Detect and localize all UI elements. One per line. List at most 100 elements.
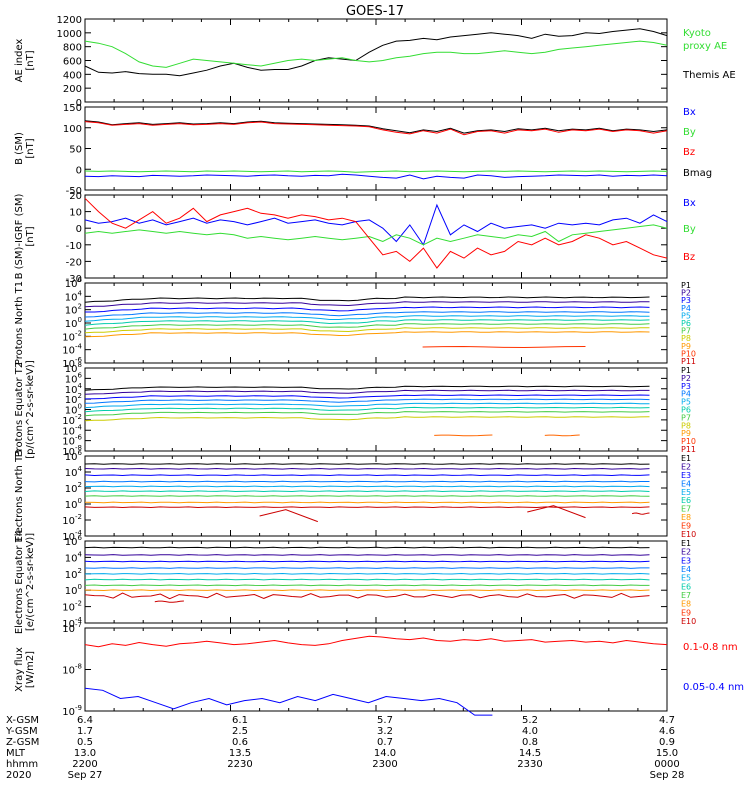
- panel-2: 150 100 50 0 -50 B (SM) [nT] Bx By Bz Bmag: [14, 103, 712, 197]
- series-e7: [84, 584, 650, 587]
- orbit-value: 6.4: [77, 715, 93, 726]
- y-tick-label: 104: [65, 465, 83, 479]
- y-tick-label: 10: [69, 208, 82, 219]
- legend-entry: P1: [681, 366, 691, 375]
- y-tick-exponent: -4: [75, 423, 83, 431]
- legend-entry: E6: [681, 582, 691, 591]
- series-e1: [84, 546, 650, 549]
- orbit-table: X-GSMY-GSMZ-GSMMLThhmm20206.41.70.513.02…: [5, 715, 684, 781]
- y-tick-label: -10: [66, 241, 82, 252]
- series-by: [84, 170, 668, 173]
- legend-entry: E7: [681, 591, 691, 600]
- y-tick-label: 102: [65, 303, 82, 317]
- y-tick-exponent: 0: [78, 316, 82, 324]
- series-p5: [84, 402, 650, 409]
- series-kyoto-proxy-ae: [84, 40, 668, 68]
- orbit-value: 0000: [654, 759, 679, 770]
- orbit-value: 2300: [372, 759, 397, 770]
- y-tick-label: 150: [63, 103, 82, 114]
- series-bmag: [84, 120, 668, 134]
- legend-entry: Bz: [683, 252, 695, 263]
- legend-entry: P9: [681, 342, 691, 351]
- orbit-value: 14.5: [519, 748, 541, 759]
- y-tick-label: 100: [63, 124, 82, 135]
- legend-entry: Kyoto: [683, 28, 711, 39]
- legend-entry: P11: [681, 357, 696, 366]
- y-tick-exponent: 6: [78, 371, 83, 379]
- series-e1: [84, 463, 650, 465]
- series-0-05-0-4-nm: [84, 687, 493, 716]
- series-bz: [84, 197, 668, 269]
- y-tick-label: 800: [63, 43, 82, 54]
- y-tick-label: 10-2: [62, 600, 82, 614]
- legend-entry: P2: [681, 289, 691, 298]
- orbit-value: Sep 27: [68, 770, 103, 781]
- y-axis-label: B (SM): [14, 132, 25, 165]
- y-tick-label: -30: [66, 274, 82, 285]
- series-0-1-0-8-nm: [84, 635, 668, 648]
- y-tick-label: 100: [65, 497, 82, 511]
- legend-entry: 0.05-0.4 nm: [683, 682, 744, 693]
- y-axis-label: [p/(cm^2-s-sr-keV)]: [25, 360, 36, 459]
- legend-entry: E3: [681, 471, 691, 480]
- series-e8: [84, 589, 650, 592]
- y-tick-label: 1200: [57, 15, 82, 26]
- series-e5: [84, 572, 650, 575]
- y-tick-label: -50: [66, 186, 82, 197]
- legend-entry: E8: [681, 600, 691, 609]
- series-p8: [84, 416, 650, 422]
- legend-entry: P2: [681, 374, 691, 383]
- series-e3: [84, 560, 650, 563]
- series-e4: [84, 567, 650, 569]
- plot-title: GOES-17: [346, 4, 404, 19]
- orbit-value: 13.5: [229, 748, 251, 759]
- legend-entry: E5: [681, 488, 691, 497]
- legend-entry: P8: [681, 334, 691, 343]
- series-p10: [422, 345, 586, 349]
- legend-entry: 0.1-0.8 nm: [683, 642, 738, 653]
- y-tick-label: 200: [63, 84, 82, 95]
- series-e2: [84, 554, 650, 556]
- series-p1: [84, 296, 650, 303]
- orbit-value: 0.7: [377, 737, 393, 748]
- orbit-value: 14.0: [374, 748, 396, 759]
- legend-entry: P7: [681, 327, 691, 336]
- legend-entry: E5: [681, 574, 691, 583]
- orbit-row-label: MLT: [6, 748, 26, 759]
- y-axis-label: [nT]: [25, 138, 36, 158]
- legend-entry: P4: [681, 304, 691, 313]
- orbit-value: 4.0: [522, 726, 538, 737]
- y-tick-label: 20: [69, 191, 82, 202]
- series-themis-ae: [84, 28, 668, 77]
- series-bx: [84, 203, 668, 246]
- orbit-row-label: X-GSM: [6, 715, 39, 726]
- orbit-value: Sep 28: [650, 770, 685, 781]
- y-axis-label: [nT]: [25, 50, 36, 70]
- y-tick-label: 50: [69, 145, 82, 156]
- y-axis-label: [e/(cm^2-s-sr-keV)]: [25, 533, 36, 631]
- y-tick-label: 600: [63, 57, 82, 68]
- legend-entry: P10: [681, 349, 696, 358]
- y-tick-label: 106: [65, 534, 83, 548]
- y-tick-exponent: 6: [78, 449, 83, 457]
- series-e8: [84, 501, 650, 504]
- legend-entry: Bz: [683, 147, 695, 158]
- y-tick-exponent: -6: [75, 434, 83, 442]
- y-tick-label: 106: [65, 276, 83, 290]
- series-by: [84, 224, 668, 246]
- orbit-value: 2330: [517, 759, 542, 770]
- panel-frame: [84, 106, 668, 191]
- y-tick-label: -20: [66, 257, 82, 268]
- y-tick-label: 106: [65, 449, 83, 463]
- y-tick-exponent: 2: [78, 303, 82, 311]
- panel-frame: [84, 282, 668, 364]
- orbit-value: 0.8: [522, 737, 538, 748]
- series-e3: [84, 474, 650, 477]
- orbit-value: 4.6: [659, 726, 675, 737]
- orbit-value: 5.2: [522, 715, 538, 726]
- panel-1: 1200 1000 800 600 400 200 0 AE index [nT] Kyoto pr…: [14, 15, 736, 109]
- y-tick-exponent: 8: [78, 361, 82, 369]
- orbit-value: 1.7: [77, 726, 93, 737]
